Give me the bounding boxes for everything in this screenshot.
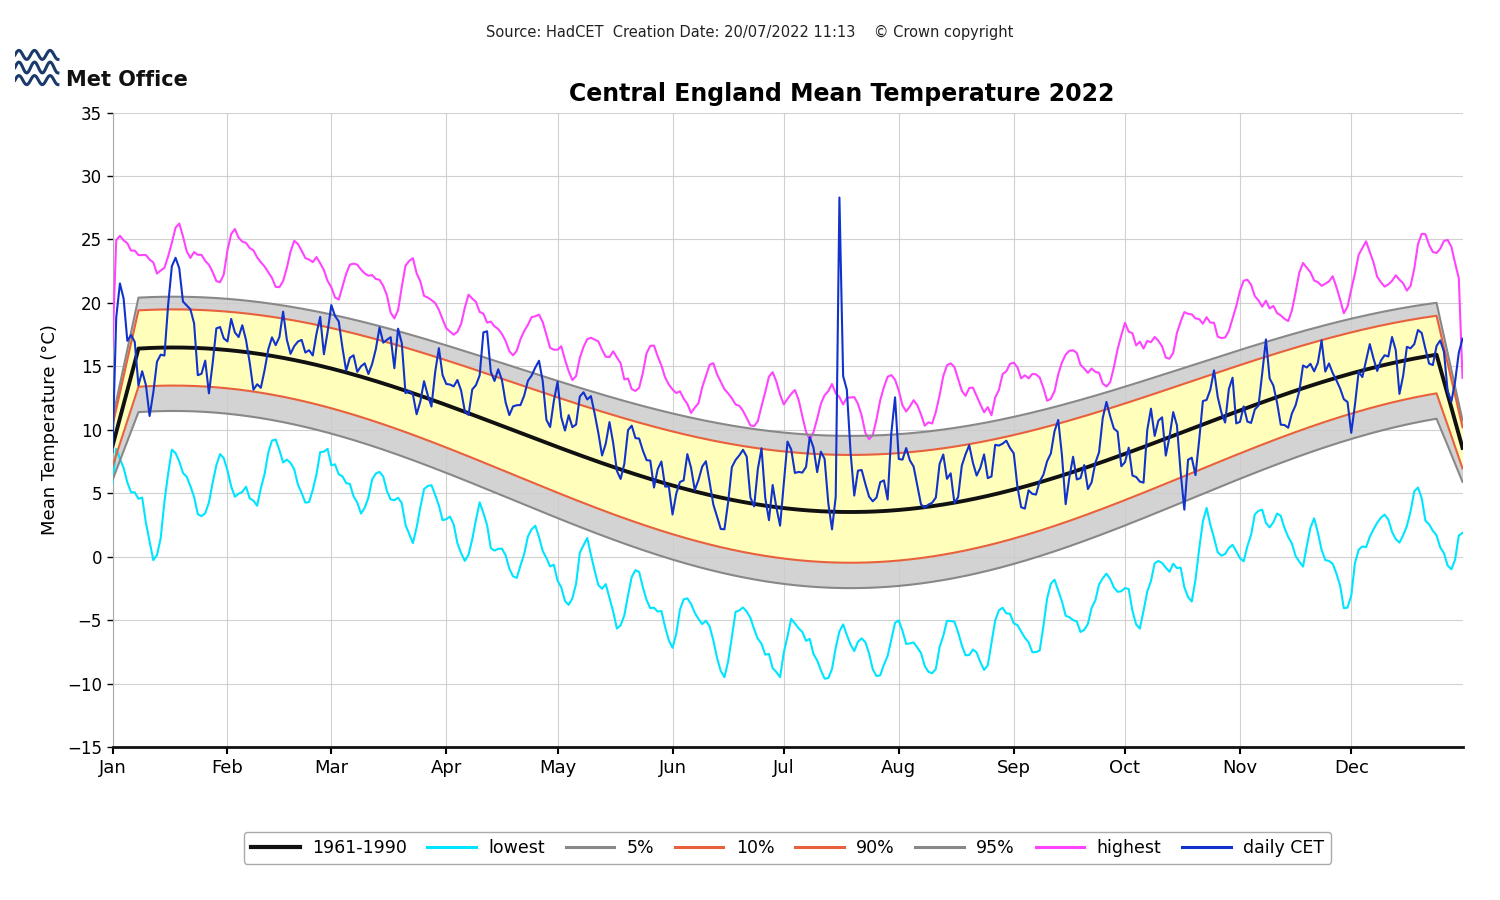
daily CET	[388, 323, 406, 334]
95%	[104, 413, 122, 424]
90%	[164, 304, 182, 315]
lowest	[1454, 527, 1472, 538]
daily CET	[1398, 341, 1416, 352]
1961-1990	[104, 441, 122, 452]
1961-1990	[1454, 443, 1472, 454]
1961-1990	[652, 477, 670, 488]
highest	[652, 360, 670, 371]
Line: 5%: 5%	[112, 411, 1462, 588]
1961-1990	[393, 384, 411, 395]
5%	[478, 484, 496, 495]
lowest	[267, 434, 285, 445]
highest	[1398, 285, 1416, 296]
daily CET	[642, 455, 660, 466]
Line: daily CET: daily CET	[112, 197, 1462, 529]
95%	[393, 327, 411, 338]
daily CET	[831, 192, 849, 202]
10%	[842, 557, 860, 568]
Line: 90%: 90%	[112, 310, 1462, 454]
1961-1990	[1398, 355, 1416, 365]
highest	[104, 341, 122, 352]
5%	[166, 406, 184, 417]
95%	[1398, 302, 1416, 312]
daily CET	[1454, 333, 1472, 344]
Text: Met Office: Met Office	[66, 70, 188, 90]
1961-1990	[478, 415, 496, 426]
lowest	[1268, 508, 1286, 519]
1961-1990	[1268, 392, 1286, 402]
10%	[1398, 393, 1416, 404]
95%	[652, 405, 670, 416]
95%	[842, 430, 860, 441]
90%	[1268, 347, 1286, 358]
Line: lowest: lowest	[112, 439, 1462, 679]
Title: Central England Mean Temperature 2022: Central England Mean Temperature 2022	[568, 83, 1114, 106]
10%	[164, 380, 182, 391]
daily CET	[104, 446, 122, 457]
highest	[171, 218, 189, 229]
Legend: 1961-1990, lowest, 5%, 10%, 90%, 95%, highest, daily CET: 1961-1990, lowest, 5%, 10%, 90%, 95%, hi…	[244, 832, 1330, 864]
Line: highest: highest	[112, 223, 1462, 439]
10%	[478, 458, 496, 469]
95%	[1454, 415, 1472, 426]
Line: 10%: 10%	[112, 385, 1462, 562]
5%	[1454, 476, 1472, 487]
lowest	[645, 602, 663, 613]
lowest	[652, 606, 670, 616]
5%	[645, 548, 663, 559]
95%	[478, 353, 496, 364]
highest	[1268, 308, 1286, 319]
highest	[645, 340, 663, 351]
daily CET	[648, 464, 666, 474]
95%	[1268, 333, 1286, 344]
Text: Source: HadCET  Creation Date: 20/07/2022 11:13    © Crown copyright: Source: HadCET Creation Date: 20/07/2022…	[486, 25, 1014, 40]
highest	[393, 282, 411, 292]
5%	[1398, 419, 1416, 430]
Line: 1961-1990: 1961-1990	[112, 347, 1462, 512]
5%	[652, 551, 670, 562]
10%	[104, 461, 122, 472]
5%	[393, 451, 411, 462]
10%	[1268, 434, 1286, 445]
90%	[1398, 315, 1416, 326]
lowest	[393, 498, 411, 508]
90%	[652, 423, 670, 434]
highest	[801, 434, 819, 445]
90%	[1454, 422, 1472, 433]
daily CET	[474, 327, 492, 338]
highest	[1454, 373, 1472, 383]
90%	[104, 420, 122, 431]
90%	[645, 421, 663, 432]
lowest	[816, 673, 834, 684]
95%	[166, 292, 184, 302]
Y-axis label: Mean Temperature (°C): Mean Temperature (°C)	[40, 324, 58, 536]
10%	[393, 426, 411, 436]
Line: 95%: 95%	[112, 297, 1462, 436]
5%	[842, 582, 860, 593]
daily CET	[1268, 397, 1286, 408]
highest	[478, 317, 496, 328]
90%	[393, 341, 411, 352]
1961-1990	[645, 474, 663, 485]
1961-1990	[842, 507, 860, 517]
10%	[1454, 463, 1472, 473]
5%	[1268, 459, 1286, 470]
lowest	[1398, 521, 1416, 532]
5%	[104, 474, 122, 485]
10%	[652, 526, 670, 536]
95%	[645, 403, 663, 414]
90%	[842, 449, 860, 460]
lowest	[104, 478, 122, 489]
10%	[645, 523, 663, 534]
daily CET	[824, 524, 842, 535]
90%	[478, 368, 496, 379]
lowest	[478, 519, 496, 530]
1961-1990	[164, 342, 182, 353]
